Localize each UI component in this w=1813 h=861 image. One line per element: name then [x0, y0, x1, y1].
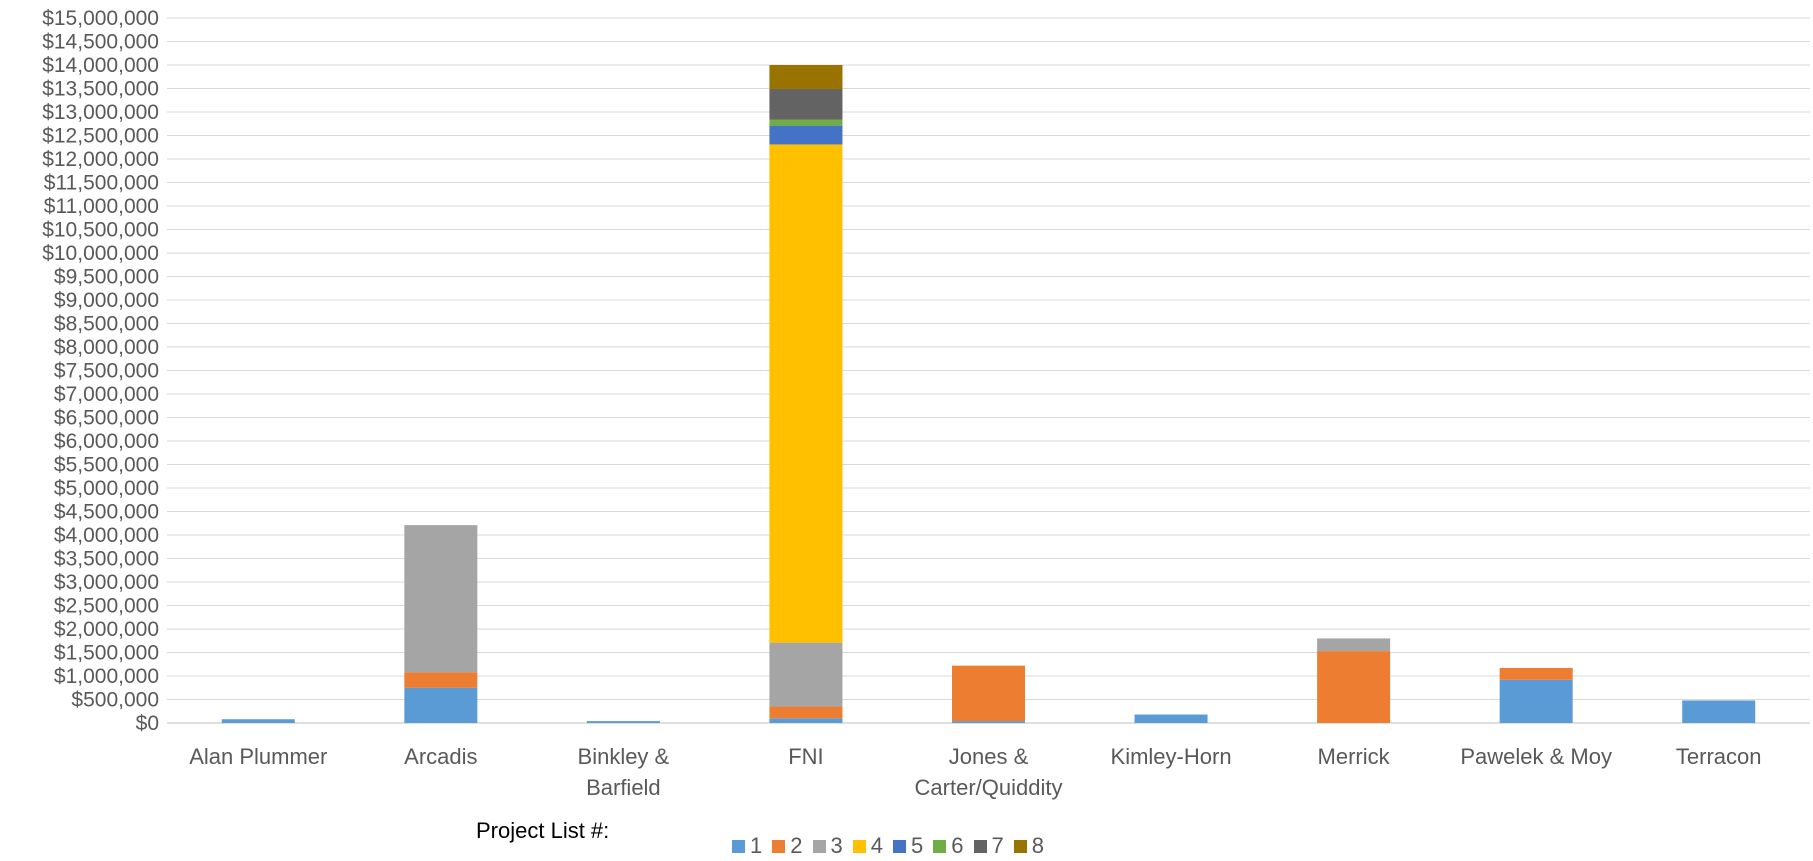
legend-swatch	[732, 839, 745, 853]
x-category-label: Jones &	[949, 744, 1029, 769]
legend-item: 7	[973, 833, 1004, 859]
bar-segment	[1134, 714, 1208, 723]
y-tick-label: $500,000	[71, 689, 159, 712]
legend-swatch	[1013, 839, 1027, 853]
y-tick-label: $7,000,000	[54, 383, 159, 406]
y-tick-label: $13,500,000	[42, 78, 159, 101]
y-tick-label: $14,500,000	[42, 31, 159, 54]
x-category-label: Merrick	[1318, 744, 1391, 769]
y-tick-label: $12,500,000	[42, 125, 159, 148]
y-tick-label: $6,000,000	[54, 430, 159, 453]
legend-label: 1	[750, 833, 763, 858]
y-tick-label: $2,500,000	[54, 595, 159, 618]
y-tick-label: $12,000,000	[42, 148, 159, 171]
legend-item: 8	[1013, 833, 1044, 859]
y-tick-label: $1,000,000	[54, 665, 159, 688]
legend-label: 5	[911, 833, 924, 858]
legend-label: 2	[790, 833, 803, 858]
bar-segment	[404, 687, 478, 723]
y-tick-label: $4,500,000	[54, 501, 159, 524]
legend-label: 8	[1031, 833, 1044, 858]
bar-segment	[951, 721, 1026, 723]
legend-item: 5	[893, 833, 923, 859]
bar-segment	[769, 88, 843, 120]
bar-segment	[1499, 679, 1573, 723]
bar-segment	[586, 721, 660, 723]
y-tick-label: $1,500,000	[54, 642, 159, 665]
bar-segment	[1317, 651, 1391, 723]
y-tick-label: $10,500,000	[42, 219, 159, 242]
legend-item: 1	[732, 833, 762, 859]
legend-label: 3	[830, 833, 843, 858]
x-category-label: Kimley-Horn	[1111, 744, 1232, 769]
y-tick-label: $5,000,000	[54, 477, 159, 500]
x-category-label: Alan Plummer	[189, 744, 327, 769]
y-tick-label: $2,000,000	[54, 618, 159, 641]
legend-swatch	[772, 839, 786, 853]
legend-label: 6	[951, 833, 964, 858]
bar-segment	[404, 672, 478, 688]
bar-segment	[769, 718, 843, 723]
legend-swatch	[933, 839, 947, 853]
legend-item: 2	[772, 833, 803, 859]
legend-swatch	[812, 839, 826, 853]
y-tick-label: $7,500,000	[54, 360, 159, 383]
x-category-label: Arcadis	[404, 744, 477, 769]
bar-segment	[404, 525, 478, 673]
bar-segment	[769, 125, 843, 145]
y-tick-label: $3,500,000	[54, 548, 159, 571]
legend-title: Project List #:	[476, 818, 610, 843]
legend-label: 7	[991, 833, 1004, 858]
x-category-label: Carter/Quiddity	[915, 775, 1063, 800]
bar-segment	[1682, 700, 1756, 723]
legend-label: 4	[870, 833, 883, 858]
legend-item: 3	[812, 833, 843, 859]
bar-segment	[1317, 638, 1391, 652]
x-category-label: Barfield	[586, 775, 661, 800]
y-tick-label: $9,000,000	[54, 289, 159, 312]
bar-segment	[769, 65, 843, 89]
legend-item: 6	[933, 833, 964, 859]
bar-segment	[769, 706, 843, 719]
legend: 1 2 3 4 5 6 7 8	[732, 833, 1054, 859]
legend-item: 4	[852, 833, 883, 859]
y-tick-label: $14,000,000	[42, 54, 159, 77]
y-tick-label: $9,500,000	[54, 266, 159, 289]
legend-swatch	[973, 839, 987, 853]
legend-swatch	[852, 839, 866, 853]
bar-segment	[769, 642, 843, 707]
y-tick-label: $8,000,000	[54, 336, 159, 359]
bar-segment	[769, 119, 843, 126]
y-tick-label: $0	[136, 712, 159, 735]
x-category-label: Binkley &	[578, 744, 670, 769]
y-tick-label: $5,500,000	[54, 454, 159, 477]
y-tick-label: $6,500,000	[54, 407, 159, 430]
bar-segment	[951, 665, 1026, 722]
y-tick-label: $13,000,000	[42, 101, 159, 124]
x-category-label: Pawelek & Moy	[1460, 744, 1612, 769]
bar-segment	[1499, 668, 1573, 680]
y-tick-label: $15,000,000	[42, 7, 159, 30]
legend-swatch	[893, 839, 906, 853]
y-tick-label: $3,000,000	[54, 571, 159, 594]
bar-segment	[221, 719, 295, 723]
y-tick-label: $8,500,000	[54, 313, 159, 336]
y-tick-label: $11,500,000	[44, 172, 159, 195]
x-category-label: FNI	[788, 744, 823, 769]
y-tick-label: $4,000,000	[54, 524, 159, 547]
x-category-label: Terracon	[1676, 744, 1762, 769]
bar-segment	[769, 144, 843, 643]
y-tick-label: $11,000,000	[44, 195, 159, 218]
y-tick-label: $10,000,000	[42, 242, 159, 265]
